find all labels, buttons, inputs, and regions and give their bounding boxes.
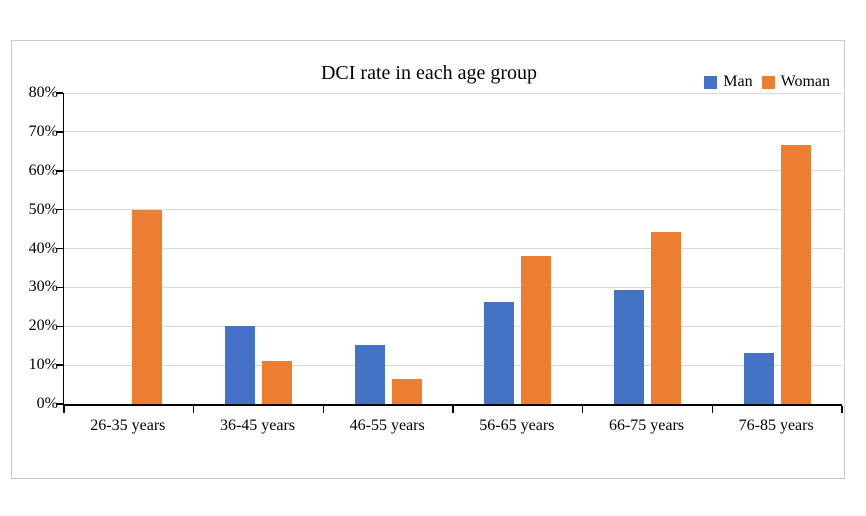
y-tick-60% (56, 170, 63, 172)
y-axis-label-80%: 80% (28, 84, 58, 101)
y-tick-20% (56, 325, 63, 327)
x-tick-5 (711, 406, 714, 413)
x-axis-label-56-65-years: 56-65 years (479, 417, 555, 434)
bar-woman-56-65-years (521, 255, 552, 404)
bar-group-46-55-years (323, 93, 453, 404)
y-tick-70% (56, 131, 63, 133)
gridline-20% (64, 325, 842, 327)
x-axis-label-46-55-years: 46-55 years (349, 417, 425, 434)
bar-man-66-75-years (613, 289, 644, 404)
bar-man-76-85-years (743, 352, 774, 404)
y-axis-label-70%: 70% (28, 122, 58, 140)
x-tick-3 (452, 406, 454, 413)
gridline-10% (64, 364, 842, 366)
x-axis-label-36-45-years: 36-45 years (219, 417, 296, 434)
y-axis-label-30%: 30% (28, 278, 58, 296)
man-swatch-icon (704, 75, 718, 89)
bar-man-56-65-years (484, 301, 515, 404)
bar-group-36-45-years (194, 93, 324, 404)
y-tick-10% (56, 364, 63, 366)
x-axis-label-76-85-years: 76-85 years (738, 417, 814, 434)
x-tick-2 (322, 406, 325, 413)
x-tick-1 (192, 406, 195, 413)
chart-title: DCI rate in each age group (320, 62, 537, 84)
x-axis-label-66-75-years: 66-75 years (608, 417, 685, 434)
y-tick-30% (56, 286, 63, 289)
y-axis-label-10%: 10% (28, 356, 58, 374)
y-axis-label-50%: 50% (28, 200, 58, 218)
plot-area (56, 92, 843, 413)
x-tick-6 (841, 406, 843, 413)
y-axis-label-20%: 20% (28, 317, 58, 335)
woman-swatch-icon (761, 75, 775, 89)
y-axis-label-0%: 0% (36, 395, 58, 412)
y-axis-label-60%: 60% (28, 161, 58, 179)
bar-group-56-65-years (453, 93, 583, 404)
legend: Man Woman (704, 72, 830, 92)
bar-group-66-75-years (583, 93, 713, 404)
bar-woman-76-85-years (780, 144, 811, 404)
gridline-30% (64, 286, 842, 288)
x-tick-4 (581, 406, 584, 413)
x-tick-0 (63, 406, 65, 413)
bar-group-76-85-years (712, 93, 842, 404)
y-tick-0% (56, 403, 63, 405)
chart-area: DCI rate in each age group Man Woman 0% 1… (11, 40, 845, 479)
legend-item-woman: Woman (761, 72, 830, 92)
bar-man-46-55-years (354, 344, 385, 404)
bar-woman-26-35-years (132, 209, 163, 404)
gridline-40% (64, 248, 842, 249)
gridline-80% (64, 92, 842, 94)
y-axis-label-40%: 40% (28, 239, 58, 257)
y-tick-80% (56, 92, 63, 94)
gridline-50% (64, 209, 842, 211)
legend-label-woman: Woman (780, 73, 830, 90)
bar-woman-36-45-years (261, 360, 292, 404)
bar-man-36-45-years (224, 326, 255, 404)
legend-item-man: Man (704, 72, 753, 92)
bar-woman-46-55-years (391, 378, 422, 404)
gridline-70% (64, 131, 842, 133)
x-axis-label-26-35-years: 26-35 years (90, 417, 166, 434)
y-tick-50% (56, 208, 63, 211)
y-tick-40% (56, 247, 63, 250)
gridline-60% (64, 170, 842, 172)
bar-group-26-35-years (64, 93, 194, 404)
bar-woman-66-75-years (650, 232, 681, 404)
legend-label-man: Man (723, 73, 753, 90)
